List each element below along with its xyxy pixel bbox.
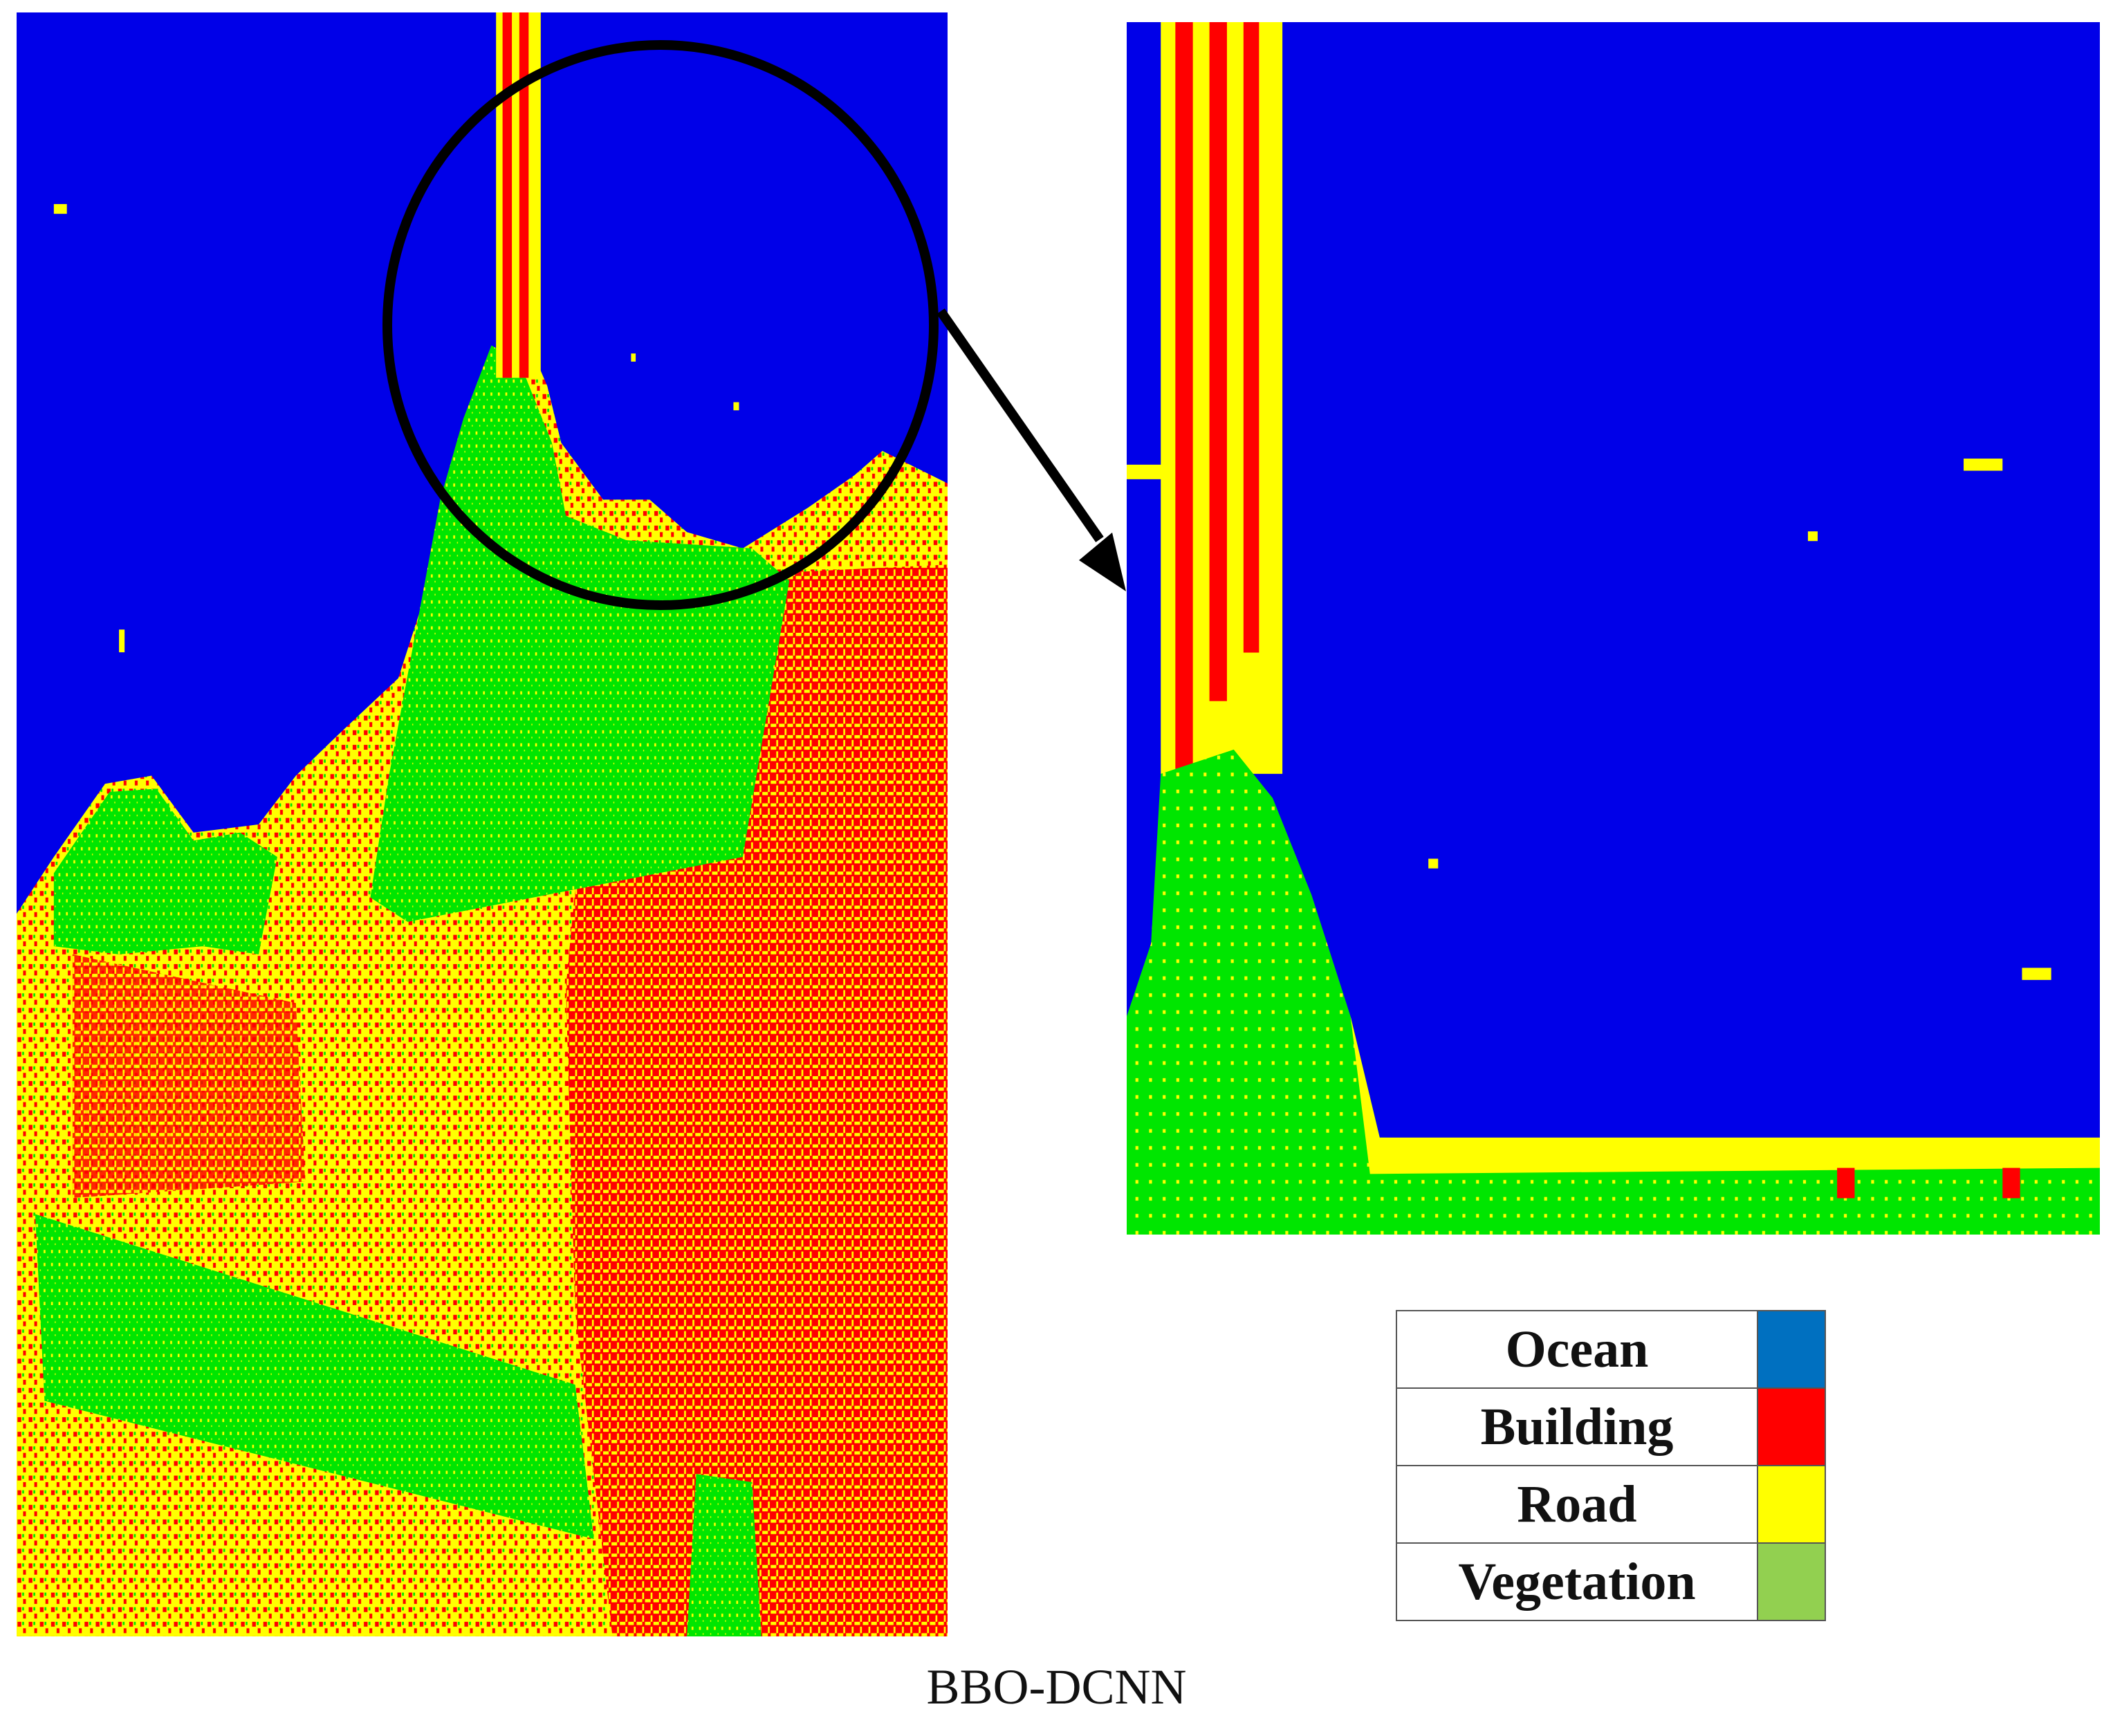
zoom-map-canvas xyxy=(1127,22,2100,1235)
legend-label: Ocean xyxy=(1396,1310,1758,1389)
legend: Ocean Building Road Vegetation xyxy=(1396,1310,1826,1621)
legend-row-vegetation: Vegetation xyxy=(1396,1542,1826,1621)
legend-swatch xyxy=(1757,1465,1826,1544)
legend-row-road: Road xyxy=(1396,1465,1826,1544)
legend-swatch xyxy=(1757,1387,1826,1466)
legend-row-building: Building xyxy=(1396,1387,1826,1466)
legend-row-ocean: Ocean xyxy=(1396,1310,1826,1389)
legend-label: Road xyxy=(1396,1465,1758,1544)
zoom-arrow-line xyxy=(936,308,1104,543)
figure-caption: BBO-DCNN xyxy=(926,1659,1187,1715)
legend-label: Building xyxy=(1396,1387,1758,1466)
zoomed-classification-map xyxy=(1127,22,2100,1235)
main-map-canvas xyxy=(17,12,948,1636)
zoom-arrow-head-icon xyxy=(1079,533,1126,591)
main-classification-map xyxy=(17,12,948,1636)
legend-swatch xyxy=(1757,1542,1826,1621)
legend-swatch xyxy=(1757,1310,1826,1389)
legend-label: Vegetation xyxy=(1396,1542,1758,1621)
